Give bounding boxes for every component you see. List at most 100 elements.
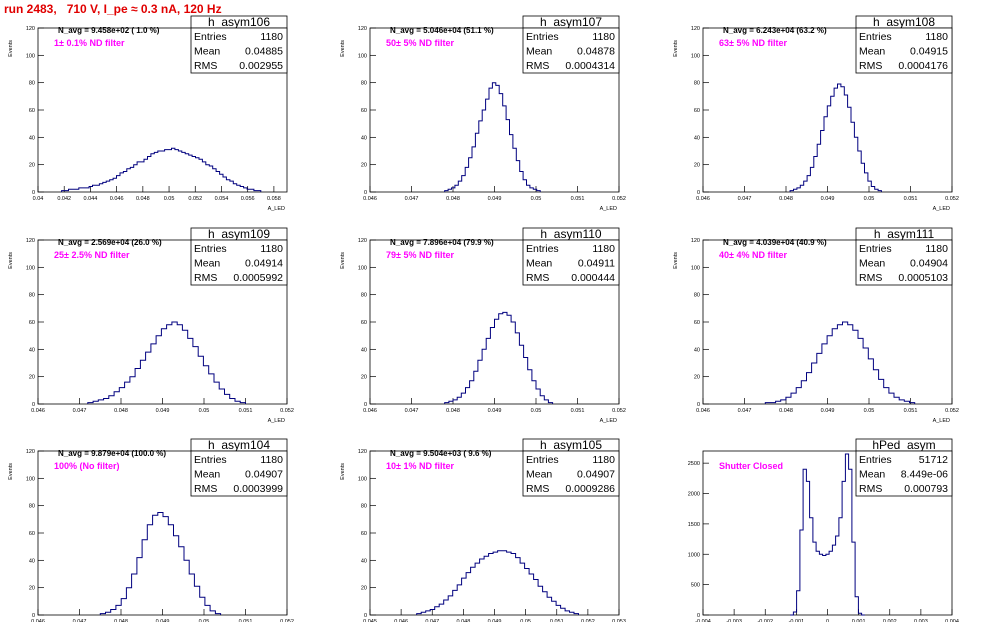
y-tick-label: 80 [361,81,367,87]
x-tick-label: 0.046 [363,196,377,202]
stats-mean-label: Mean [194,469,220,481]
x-tick-label: 0.052 [280,408,294,414]
x-tick-label: 0.004 [945,619,959,622]
x-tick-label: 0.047 [738,196,752,202]
x-tick-label: 0.051 [571,408,585,414]
stats-box [190,239,288,286]
y-tick-label: 80 [29,504,35,510]
stats-title: h_asym104 [208,438,270,452]
x-axis-label: A_LED [600,206,617,212]
x-tick-label: 0.046 [696,408,710,414]
x-axis-label: A_LED [933,206,950,212]
stats-rms-label: RMS [859,272,882,284]
x-tick-label: -0.004 [695,619,711,622]
stats-mean-value: 0.04915 [910,46,948,58]
histogram-panel-h_asym106: Events A_LED 0 20 40 60 80 100 120 0.04 0.042 0.044… [8,15,288,212]
stats-rms-value: 0.0003999 [233,483,283,495]
y-tick-label: 1500 [688,522,700,528]
x-tick-label: 0.049 [488,408,502,414]
stats-entries-value: 1180 [260,454,283,466]
stats-mean-value: 0.04878 [577,46,615,58]
x-tick-label: 0.048 [779,196,793,202]
filter-label: Shutter Closed [719,461,783,471]
navg-label: N_avg = 9.458e+02 ( 1.0 %) [58,26,160,35]
x-tick-label: 0.047 [738,408,752,414]
stats-rms-value: 0.0004314 [565,60,615,72]
histogram-series [790,453,865,616]
stats-rms-value: 0.0009286 [565,483,615,495]
stats-rms-label: RMS [859,483,882,495]
stats-entries-value: 51712 [919,454,948,466]
stats-entries-value: 1180 [592,243,615,255]
stats-entries-value: 1180 [925,31,948,43]
x-tick-label: 0.052 [188,196,202,202]
stats-rms-value: 0.0005992 [233,272,283,284]
stats-box [522,239,620,286]
navg-label: N_avg = 9.879e+04 (100.0 %) [58,449,166,458]
filter-label: 50± 5% ND filter [386,38,454,48]
x-tick-label: 0.05 [199,408,210,414]
x-tick-label: 0.052 [612,196,626,202]
x-tick-label: 0.048 [456,619,470,622]
filter-label: 40± 4% ND filter [719,250,787,260]
x-tick-label: 0.003 [914,619,928,622]
stats-box [522,450,620,497]
histogram-series [444,82,541,192]
histogram-panel-h_asym110: Events A_LED 0 20 40 60 80 100 120 0.046 0.047 0.04… [340,227,626,424]
navg-label: N_avg = 7.896e+04 (79.9 %) [390,238,494,247]
stats-entries-label: Entries [194,243,227,255]
x-tick-label: 0.048 [114,408,128,414]
y-tick-label: 20 [694,163,700,169]
histogram-panel-h_asym107: Events A_LED 0 20 40 60 80 100 120 0.046 0.047 0.04… [340,15,626,212]
x-tick-label: 0.052 [581,619,595,622]
y-tick-label: 40 [29,558,35,564]
y-tick-label: 120 [26,26,35,32]
y-tick-label: 500 [691,583,700,589]
stats-rms-value: 0.0004176 [898,60,948,72]
x-tick-label: 0.052 [945,196,959,202]
stats-title: h_asym107 [540,15,602,29]
stats-title: h_asym109 [208,227,270,241]
x-tick-label: 0.051 [239,619,253,622]
x-tick-label: 0.052 [612,408,626,414]
y-tick-label: 100 [358,265,367,271]
x-tick-label: 0.048 [446,408,460,414]
histogram-series [789,83,882,192]
stats-rms-value: 0.000444 [571,272,615,284]
y-tick-label: 100 [358,476,367,482]
x-tick-label: 0.051 [571,196,585,202]
x-tick-label: 0.05 [864,408,875,414]
stats-box [522,27,620,74]
y-tick-label: 0 [364,402,367,408]
stats-rms-label: RMS [526,60,549,72]
y-tick-label: 60 [361,108,367,114]
stats-entries-label: Entries [526,243,559,255]
x-tick-label: 0.002 [883,619,897,622]
stats-rms-value: 0.0005103 [898,272,948,284]
stats-title: h_asym110 [540,227,601,241]
y-axis-label: Events [673,40,679,57]
x-tick-label: 0.052 [280,619,294,622]
y-tick-label: 20 [361,375,367,381]
y-axis-label: Events [8,40,14,57]
stats-title: h_asym108 [873,15,935,29]
y-tick-label: 60 [29,320,35,326]
stats-mean-label: Mean [526,46,552,58]
stats-mean-label: Mean [859,46,885,58]
stats-mean-value: 0.04907 [577,469,615,481]
y-axis-label: Events [340,463,346,480]
x-tick-label: 0.054 [215,196,229,202]
y-tick-label: 0 [364,613,367,619]
x-tick-label: 0.048 [779,408,793,414]
stats-entries-value: 1180 [592,454,615,466]
stats-title: h_asym105 [540,438,602,452]
stats-rms-value: 0.000793 [904,483,948,495]
x-axis-label: A_LED [600,418,617,424]
stats-mean-label: Mean [859,258,885,270]
y-tick-label: 40 [29,347,35,353]
x-tick-label: -0.003 [726,619,742,622]
y-tick-label: 80 [29,81,35,87]
y-axis-label: Events [8,463,14,480]
y-tick-label: 120 [358,26,367,32]
stats-rms-label: RMS [194,60,217,72]
